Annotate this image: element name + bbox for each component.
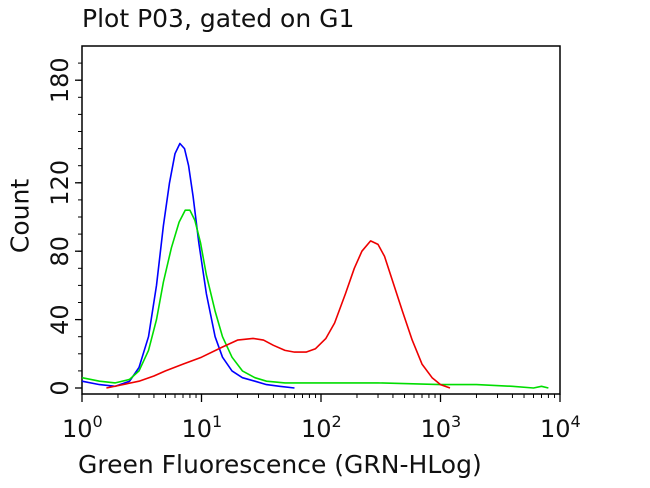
y-tick-label: 120 <box>46 160 74 206</box>
y-tick-label: 0 <box>46 380 74 395</box>
y-tick-label: 80 <box>46 236 74 267</box>
y-tick-label: 180 <box>46 57 74 103</box>
histogram-series-3 <box>106 240 451 389</box>
x-tick-label: 101 <box>182 412 223 443</box>
plot-area: 100 101 102 103 104 0 40 80 120 180 <box>46 45 581 443</box>
y-tick-label: 40 <box>46 304 74 335</box>
histogram-series-2 <box>81 209 549 389</box>
chart-title: Plot P03, gated on G1 <box>82 4 355 33</box>
x-tick-label: 104 <box>540 412 581 443</box>
plot-frame <box>81 45 561 395</box>
x-axis-ticks: 100 101 102 103 104 <box>62 394 581 443</box>
y-axis-label: Count <box>5 178 35 254</box>
x-tick-label: 102 <box>301 412 342 443</box>
series-layer <box>81 142 549 389</box>
x-tick-label: 103 <box>421 412 462 443</box>
y-axis-ticks: 0 40 80 120 180 <box>46 57 82 396</box>
histogram-series-1 <box>81 142 295 389</box>
x-tick-label: 100 <box>62 412 103 443</box>
x-axis-label: Green Fluorescence (GRN-HLog) <box>78 450 482 479</box>
